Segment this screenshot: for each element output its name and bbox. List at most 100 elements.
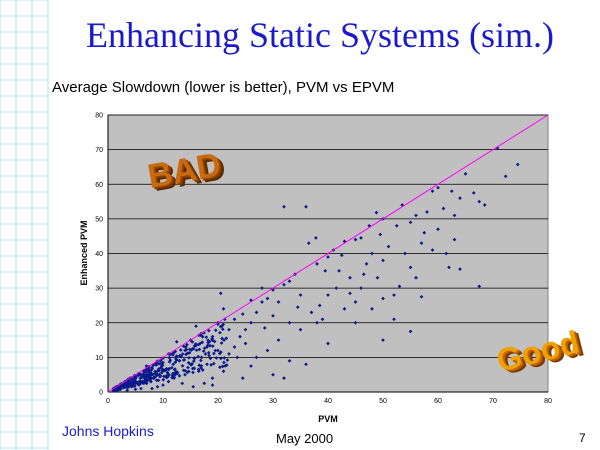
data-point — [232, 345, 237, 349]
data-point — [323, 268, 328, 273]
data-point — [254, 355, 259, 360]
data-point — [151, 376, 156, 381]
data-point — [320, 317, 325, 322]
data-point — [260, 300, 264, 304]
data-point — [133, 387, 138, 392]
data-point — [378, 232, 383, 237]
x-tick-label: 80 — [544, 398, 552, 405]
data-point — [225, 358, 230, 362]
data-point — [348, 275, 352, 280]
data-point — [141, 372, 146, 376]
data-point — [436, 185, 440, 190]
data-point — [192, 356, 196, 361]
data-point — [287, 279, 292, 284]
x-tick-label: 50 — [379, 398, 387, 405]
data-point — [282, 204, 286, 209]
data-point — [444, 251, 449, 256]
data-point — [337, 268, 341, 273]
data-point — [482, 203, 487, 207]
data-point — [265, 348, 270, 353]
x-axis-title: PVM — [318, 414, 338, 424]
data-point — [150, 366, 155, 371]
data-point — [209, 363, 213, 367]
data-point — [458, 196, 462, 200]
data-point — [240, 312, 245, 316]
y-tick-label: 80 — [95, 113, 103, 120]
data-point — [161, 383, 165, 387]
data-point — [240, 376, 245, 380]
data-point — [161, 377, 166, 382]
data-point — [188, 347, 192, 352]
data-point — [287, 320, 292, 325]
y-tick-label: 20 — [95, 320, 103, 327]
data-point — [125, 388, 130, 393]
data-point — [262, 326, 267, 330]
data-point — [175, 371, 180, 376]
data-point — [200, 334, 205, 339]
x-tick-label: 0 — [106, 398, 110, 405]
data-point — [214, 356, 219, 360]
x-tick-labels: 0 10 20 30 40 50 60 70 80 — [106, 398, 552, 405]
footer-date: May 2000 — [276, 431, 334, 446]
data-point — [202, 381, 207, 386]
y-tick-label: 50 — [95, 216, 103, 223]
data-point — [190, 362, 194, 366]
data-point — [221, 322, 226, 327]
data-point — [167, 366, 171, 371]
data-point — [126, 385, 131, 389]
footer-organization: Johns Hopkins — [62, 423, 154, 439]
data-point — [220, 327, 225, 332]
data-point — [342, 307, 347, 311]
data-point — [207, 353, 211, 358]
data-point — [232, 317, 237, 322]
data-point — [452, 237, 457, 242]
data-point — [194, 348, 199, 353]
data-point — [419, 241, 424, 245]
data-point — [184, 352, 188, 357]
data-point — [133, 384, 137, 388]
data-point — [224, 336, 229, 341]
data-point — [243, 327, 248, 332]
data-point — [196, 367, 201, 372]
data-point — [186, 365, 190, 370]
data-point — [477, 199, 482, 204]
data-point — [361, 272, 366, 277]
data-point — [218, 324, 223, 329]
data-point — [441, 206, 446, 211]
data-point — [326, 293, 330, 297]
data-point — [198, 341, 202, 346]
data-point — [370, 251, 374, 256]
data-point — [271, 313, 275, 318]
data-point — [471, 191, 476, 195]
data-point — [196, 354, 200, 359]
y-tick-label: 70 — [95, 147, 103, 154]
data-point — [216, 348, 220, 353]
data-point — [202, 346, 207, 351]
data-point — [304, 362, 308, 367]
data-point — [140, 375, 144, 379]
data-point — [298, 327, 303, 332]
data-point — [138, 379, 142, 384]
data-point — [430, 189, 435, 194]
data-point — [192, 359, 196, 363]
data-point — [370, 307, 374, 311]
data-point — [210, 383, 215, 387]
data-point — [436, 227, 440, 232]
data-point — [180, 352, 185, 356]
data-point — [309, 310, 314, 315]
data-point — [133, 376, 138, 381]
gridlines — [108, 114, 548, 358]
data-point — [197, 363, 202, 368]
data-point — [201, 349, 206, 353]
data-point — [218, 365, 222, 370]
data-point — [315, 320, 319, 325]
data-point — [122, 383, 127, 387]
data-point — [155, 369, 160, 374]
data-point — [249, 364, 253, 368]
data-point — [249, 320, 253, 325]
data-point — [157, 361, 161, 366]
data-point — [408, 265, 413, 270]
data-point — [210, 376, 215, 380]
data-point — [150, 386, 154, 391]
